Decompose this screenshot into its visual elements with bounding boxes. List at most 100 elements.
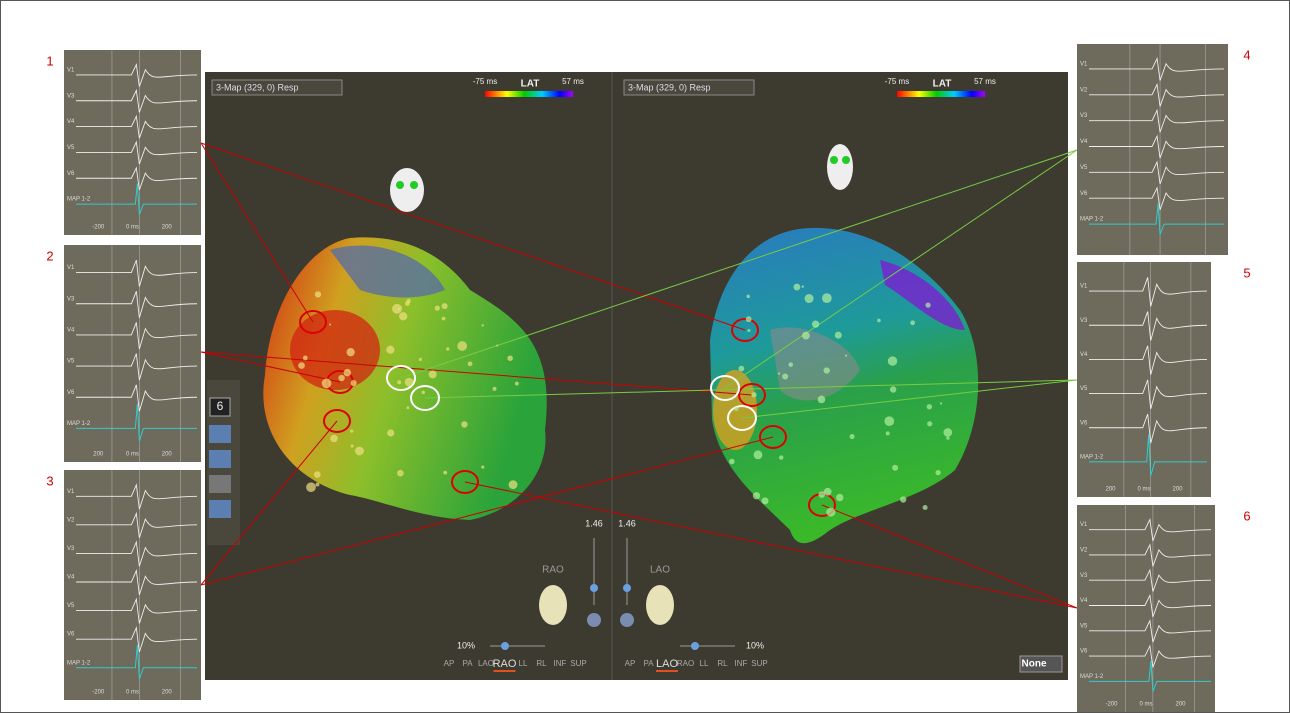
- lead-label: V1: [67, 67, 75, 73]
- ecg-trace: [1089, 434, 1207, 476]
- view-option[interactable]: SUP: [570, 659, 586, 668]
- view-option[interactable]: AP: [625, 659, 636, 668]
- axis-label: 0 ms: [126, 452, 139, 458]
- lead-label: V3: [1080, 573, 1088, 579]
- lead-label: V1: [1080, 284, 1088, 290]
- axis-label: 200: [162, 690, 173, 696]
- map-dropdown[interactable]: [211, 79, 343, 96]
- ecg-trace: [1089, 311, 1208, 341]
- view-option[interactable]: PA: [643, 659, 654, 668]
- site-marker: [386, 365, 416, 391]
- face-icon: [390, 168, 424, 212]
- map-point: [355, 446, 364, 456]
- lead-label: V6: [67, 390, 75, 396]
- tool-button[interactable]: [209, 450, 231, 468]
- map-point: [406, 406, 410, 410]
- map-label: MAP 1-2: [67, 660, 91, 666]
- view-option[interactable]: RL: [717, 659, 728, 668]
- none-button[interactable]: [1019, 655, 1063, 673]
- view-option[interactable]: PA: [462, 659, 473, 668]
- orientation-heart: [646, 585, 674, 625]
- map-point: [461, 421, 468, 428]
- ecg-trace: [76, 259, 198, 287]
- view-option[interactable]: LL: [700, 659, 709, 668]
- opacity-value: 10%: [457, 640, 475, 650]
- ecg-trace: [1089, 593, 1212, 618]
- map-point: [811, 320, 820, 328]
- axis-label: 200: [1175, 702, 1186, 708]
- map-point: [747, 328, 751, 333]
- ecg-trace: [1089, 568, 1212, 592]
- ecg-panel: [1077, 44, 1228, 255]
- ecg-trace: [1089, 543, 1212, 567]
- map-point: [818, 491, 826, 498]
- view-option[interactable]: AP: [444, 659, 455, 668]
- link-line: [821, 504, 1078, 609]
- opacity-handle[interactable]: [691, 642, 699, 650]
- view-option[interactable]: LL: [519, 659, 528, 668]
- tool-button[interactable]: [209, 500, 231, 518]
- site-marker: [727, 405, 757, 431]
- map-point: [514, 381, 519, 386]
- view-option[interactable]: RAO: [677, 659, 694, 668]
- zoom-value: 1.46: [618, 518, 636, 528]
- map-point: [779, 455, 784, 460]
- tool-button[interactable]: [209, 475, 231, 493]
- ecg-trace: [1089, 160, 1225, 185]
- view-option[interactable]: RAO: [493, 658, 517, 670]
- lead-label: V5: [67, 145, 75, 151]
- view-option[interactable]: SUP: [751, 659, 767, 668]
- map-point: [492, 386, 497, 391]
- map-point: [836, 493, 844, 502]
- lead-label: V2: [1080, 87, 1088, 93]
- tool-button[interactable]: [209, 425, 231, 443]
- map-point: [823, 367, 830, 374]
- map-point: [926, 404, 933, 410]
- map-region: [330, 245, 445, 298]
- lead-label: V6: [1080, 191, 1088, 197]
- view-option[interactable]: LAO: [656, 658, 678, 670]
- map-point: [751, 392, 757, 398]
- map-point: [441, 316, 446, 321]
- map-point: [298, 362, 305, 369]
- map-dropdown[interactable]: [623, 79, 755, 96]
- ecg-trace: [1089, 661, 1211, 692]
- zoom-handle[interactable]: [623, 584, 631, 592]
- map-point: [925, 302, 931, 308]
- ecg-trace: [1089, 345, 1208, 375]
- map-point: [392, 303, 403, 314]
- view-option[interactable]: INF: [554, 659, 567, 668]
- lat-label: LAT: [933, 79, 952, 90]
- panel-number: 3: [46, 473, 53, 488]
- view-option[interactable]: RL: [536, 659, 547, 668]
- map-point: [508, 480, 518, 490]
- map-point: [889, 386, 897, 393]
- view-option[interactable]: LAO: [478, 659, 494, 668]
- view-button[interactable]: [620, 613, 634, 627]
- map-point: [350, 380, 357, 387]
- lead-label: V2: [67, 517, 75, 523]
- axis-label: -200: [1105, 702, 1118, 708]
- map-point: [350, 429, 354, 433]
- ecg-trace: [76, 353, 198, 381]
- map-point: [457, 341, 468, 351]
- map-point: [446, 347, 450, 351]
- ecg-trace: [1089, 82, 1225, 107]
- lead-label: V4: [1080, 139, 1088, 145]
- map-point: [314, 291, 322, 298]
- map-point: [761, 497, 769, 505]
- lead-label: V4: [67, 575, 75, 581]
- view-option[interactable]: INF: [735, 659, 748, 668]
- ecg-trace: [1089, 57, 1225, 81]
- panel-number: 4: [1243, 47, 1250, 62]
- opacity-handle[interactable]: [501, 642, 509, 650]
- site-marker: [738, 383, 766, 407]
- map-point: [729, 458, 735, 465]
- count-box[interactable]: [209, 397, 231, 417]
- zoom-handle[interactable]: [590, 584, 598, 592]
- panel-number: 6: [1243, 508, 1250, 523]
- lead-label: V1: [1080, 522, 1088, 528]
- link-line: [200, 351, 341, 383]
- link-line: [464, 481, 1078, 609]
- view-button[interactable]: [587, 613, 601, 627]
